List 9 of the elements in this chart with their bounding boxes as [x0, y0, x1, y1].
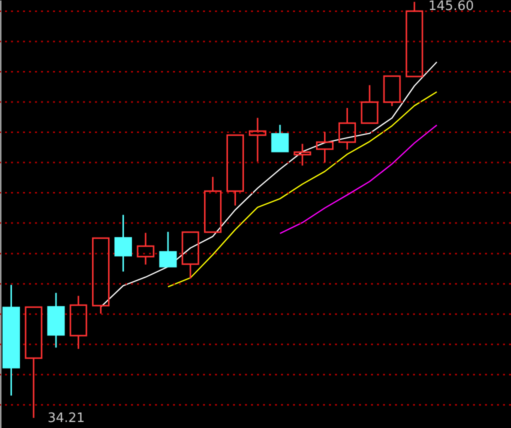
- candlestick: [316, 131, 334, 164]
- candlestick: [248, 117, 266, 162]
- annotation: 145.60: [428, 0, 474, 14]
- candlestick: [294, 143, 312, 166]
- candlestick: [47, 292, 65, 348]
- annotation: 34.21: [48, 410, 85, 426]
- candlestick: [114, 214, 132, 272]
- candlestick: [2, 284, 20, 396]
- candlestick: [70, 295, 88, 350]
